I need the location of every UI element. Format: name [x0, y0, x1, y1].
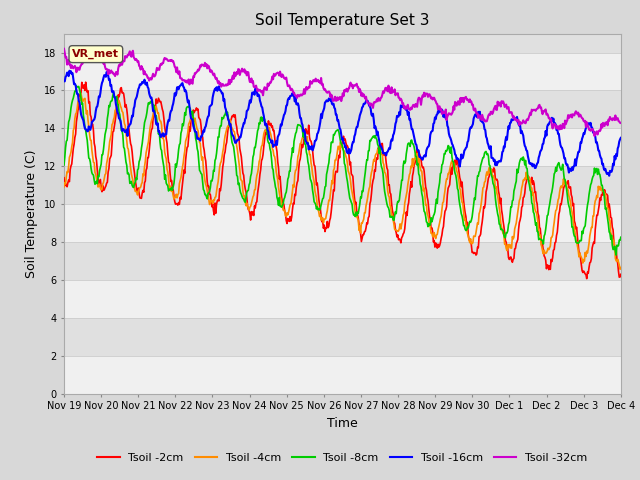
- Tsoil -4cm: [60, 184, 68, 190]
- Tsoil -32cm: [617, 120, 625, 126]
- Tsoil -8cm: [411, 148, 419, 154]
- Tsoil -32cm: [70, 64, 78, 70]
- Bar: [64, 242, 621, 280]
- Tsoil -2cm: [428, 226, 435, 231]
- Tsoil -4cm: [411, 156, 419, 162]
- Tsoil -32cm: [591, 133, 598, 139]
- Tsoil -32cm: [185, 76, 193, 82]
- Tsoil -8cm: [428, 215, 435, 221]
- Bar: [64, 166, 621, 204]
- Tsoil -2cm: [214, 197, 222, 203]
- Tsoil -16cm: [71, 81, 79, 86]
- Tsoil -8cm: [612, 252, 620, 258]
- Tsoil -4cm: [77, 91, 85, 96]
- Text: VR_met: VR_met: [72, 49, 119, 59]
- Tsoil -4cm: [185, 121, 193, 127]
- Tsoil -8cm: [70, 92, 78, 97]
- Tsoil -4cm: [617, 265, 625, 271]
- Tsoil -2cm: [411, 161, 419, 167]
- Tsoil -16cm: [60, 78, 68, 84]
- Line: Tsoil -32cm: Tsoil -32cm: [64, 46, 621, 136]
- Tsoil -8cm: [60, 162, 68, 168]
- Tsoil -8cm: [214, 134, 222, 140]
- Line: Tsoil -8cm: Tsoil -8cm: [64, 86, 621, 255]
- Line: Tsoil -4cm: Tsoil -4cm: [64, 94, 621, 269]
- Bar: [64, 280, 621, 318]
- Bar: [64, 90, 621, 128]
- Tsoil -32cm: [214, 80, 222, 86]
- Tsoil -16cm: [411, 137, 419, 143]
- Tsoil -32cm: [60, 46, 68, 52]
- Line: Tsoil -16cm: Tsoil -16cm: [64, 71, 621, 176]
- Tsoil -4cm: [70, 125, 78, 131]
- Tsoil -16cm: [214, 84, 222, 90]
- Tsoil -32cm: [86, 43, 93, 49]
- Bar: [64, 128, 621, 166]
- Y-axis label: Soil Temperature (C): Soil Temperature (C): [26, 149, 38, 278]
- Bar: [64, 356, 621, 394]
- Tsoil -16cm: [185, 97, 193, 103]
- Tsoil -4cm: [616, 266, 624, 272]
- Tsoil -2cm: [70, 142, 78, 147]
- Tsoil -16cm: [128, 113, 136, 119]
- Tsoil -16cm: [65, 68, 73, 73]
- Bar: [64, 15, 621, 52]
- Tsoil -16cm: [617, 135, 625, 141]
- Tsoil -8cm: [185, 104, 193, 109]
- Tsoil -8cm: [617, 234, 625, 240]
- Legend: Tsoil -2cm, Tsoil -4cm, Tsoil -8cm, Tsoil -16cm, Tsoil -32cm: Tsoil -2cm, Tsoil -4cm, Tsoil -8cm, Tsoi…: [93, 448, 592, 467]
- Tsoil -32cm: [128, 49, 136, 55]
- X-axis label: Time: Time: [327, 417, 358, 430]
- Bar: [64, 204, 621, 242]
- Tsoil -2cm: [583, 276, 591, 281]
- Bar: [64, 52, 621, 90]
- Tsoil -2cm: [128, 149, 136, 155]
- Tsoil -8cm: [128, 182, 136, 188]
- Tsoil -2cm: [185, 134, 193, 140]
- Tsoil -4cm: [214, 179, 222, 185]
- Tsoil -32cm: [411, 104, 419, 110]
- Tsoil -32cm: [428, 96, 435, 101]
- Tsoil -4cm: [428, 230, 435, 236]
- Line: Tsoil -2cm: Tsoil -2cm: [64, 82, 621, 278]
- Tsoil -2cm: [60, 175, 68, 180]
- Tsoil -4cm: [128, 175, 136, 180]
- Tsoil -16cm: [605, 173, 613, 179]
- Tsoil -2cm: [82, 79, 90, 85]
- Title: Soil Temperature Set 3: Soil Temperature Set 3: [255, 13, 429, 28]
- Bar: [64, 318, 621, 356]
- Tsoil -16cm: [428, 129, 435, 135]
- Tsoil -8cm: [72, 83, 80, 89]
- Tsoil -2cm: [617, 272, 625, 277]
